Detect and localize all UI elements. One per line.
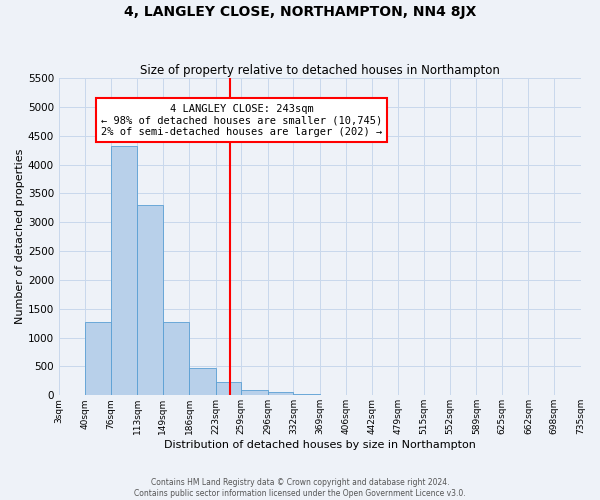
Bar [189, 368, 215, 396]
Text: 4 LANGLEY CLOSE: 243sqm
← 98% of detached houses are smaller (10,745)
2% of semi: 4 LANGLEY CLOSE: 243sqm ← 98% of detache… [101, 104, 382, 136]
Bar [241, 390, 268, 396]
Text: 4, LANGLEY CLOSE, NORTHAMPTON, NN4 8JX: 4, LANGLEY CLOSE, NORTHAMPTON, NN4 8JX [124, 5, 476, 19]
Y-axis label: Number of detached properties: Number of detached properties [15, 149, 25, 324]
Bar [215, 382, 241, 396]
Bar [85, 322, 111, 396]
Bar [293, 394, 320, 396]
Bar [111, 146, 137, 396]
Bar [163, 322, 189, 396]
Title: Size of property relative to detached houses in Northampton: Size of property relative to detached ho… [140, 64, 500, 77]
Bar [268, 392, 293, 396]
X-axis label: Distribution of detached houses by size in Northampton: Distribution of detached houses by size … [164, 440, 476, 450]
Bar [137, 205, 163, 396]
Text: Contains HM Land Registry data © Crown copyright and database right 2024.
Contai: Contains HM Land Registry data © Crown c… [134, 478, 466, 498]
